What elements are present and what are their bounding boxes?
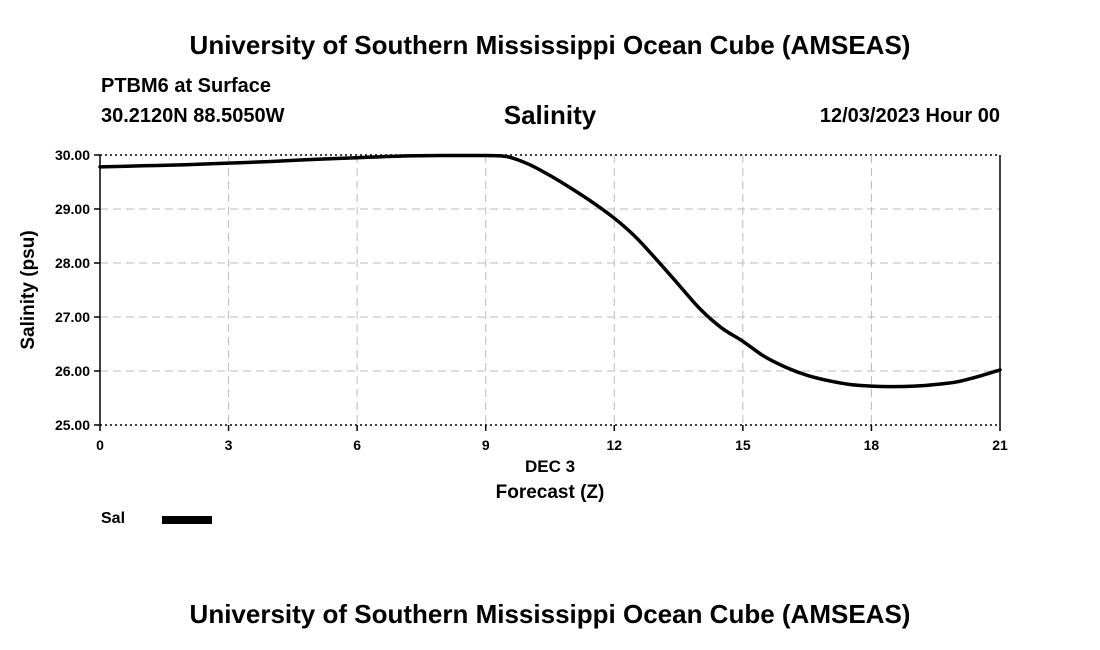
x-tick-label: 18	[864, 437, 880, 453]
main-title: University of Southern Mississippi Ocean…	[189, 30, 911, 60]
legend-label: Sal	[101, 510, 126, 527]
y-tick-label: 25.00	[55, 417, 90, 433]
x-axis-title: Forecast (Z)	[495, 482, 605, 503]
tick-label-layer: 25.00 26.00 27.00 28.00 29.00 30.00 0 3 6 9 12 15 18…	[18, 147, 1008, 453]
y-tick-label: 28.00	[55, 255, 90, 271]
station-coordinates: 30.2120N 88.5050W	[101, 105, 285, 127]
x-tick-label: 6	[353, 437, 361, 453]
x-tick-label: 15	[735, 437, 751, 453]
series-layer	[98, 153, 1002, 389]
y-tick-label: 29.00	[55, 201, 90, 217]
legend-swatch	[162, 516, 212, 524]
x-tick-label: 3	[225, 437, 233, 453]
forecast-time: 12/03/2023 Hour 00	[819, 105, 1000, 127]
x-axis-date-label: DEC 3	[524, 457, 576, 476]
station-label: PTBM6 at Surface	[101, 75, 272, 97]
series-line-sal	[98, 153, 1002, 389]
x-tick-label: 21	[992, 437, 1008, 453]
chart-title: Salinity	[503, 100, 597, 130]
axis-layer	[94, 154, 1001, 431]
y-tick-label: 30.00	[55, 147, 90, 163]
y-tick-label: 26.00	[55, 363, 90, 379]
y-tick-label: 27.00	[55, 309, 90, 325]
y-axis-title: Salinity (psu)	[18, 230, 39, 349]
grid-layer	[100, 154, 1000, 426]
x-tick-label: 0	[96, 437, 104, 453]
footer-title: University of Southern Mississippi Ocean…	[189, 599, 911, 629]
x-tick-label: 12	[606, 437, 622, 453]
x-tick-label: 9	[482, 437, 490, 453]
